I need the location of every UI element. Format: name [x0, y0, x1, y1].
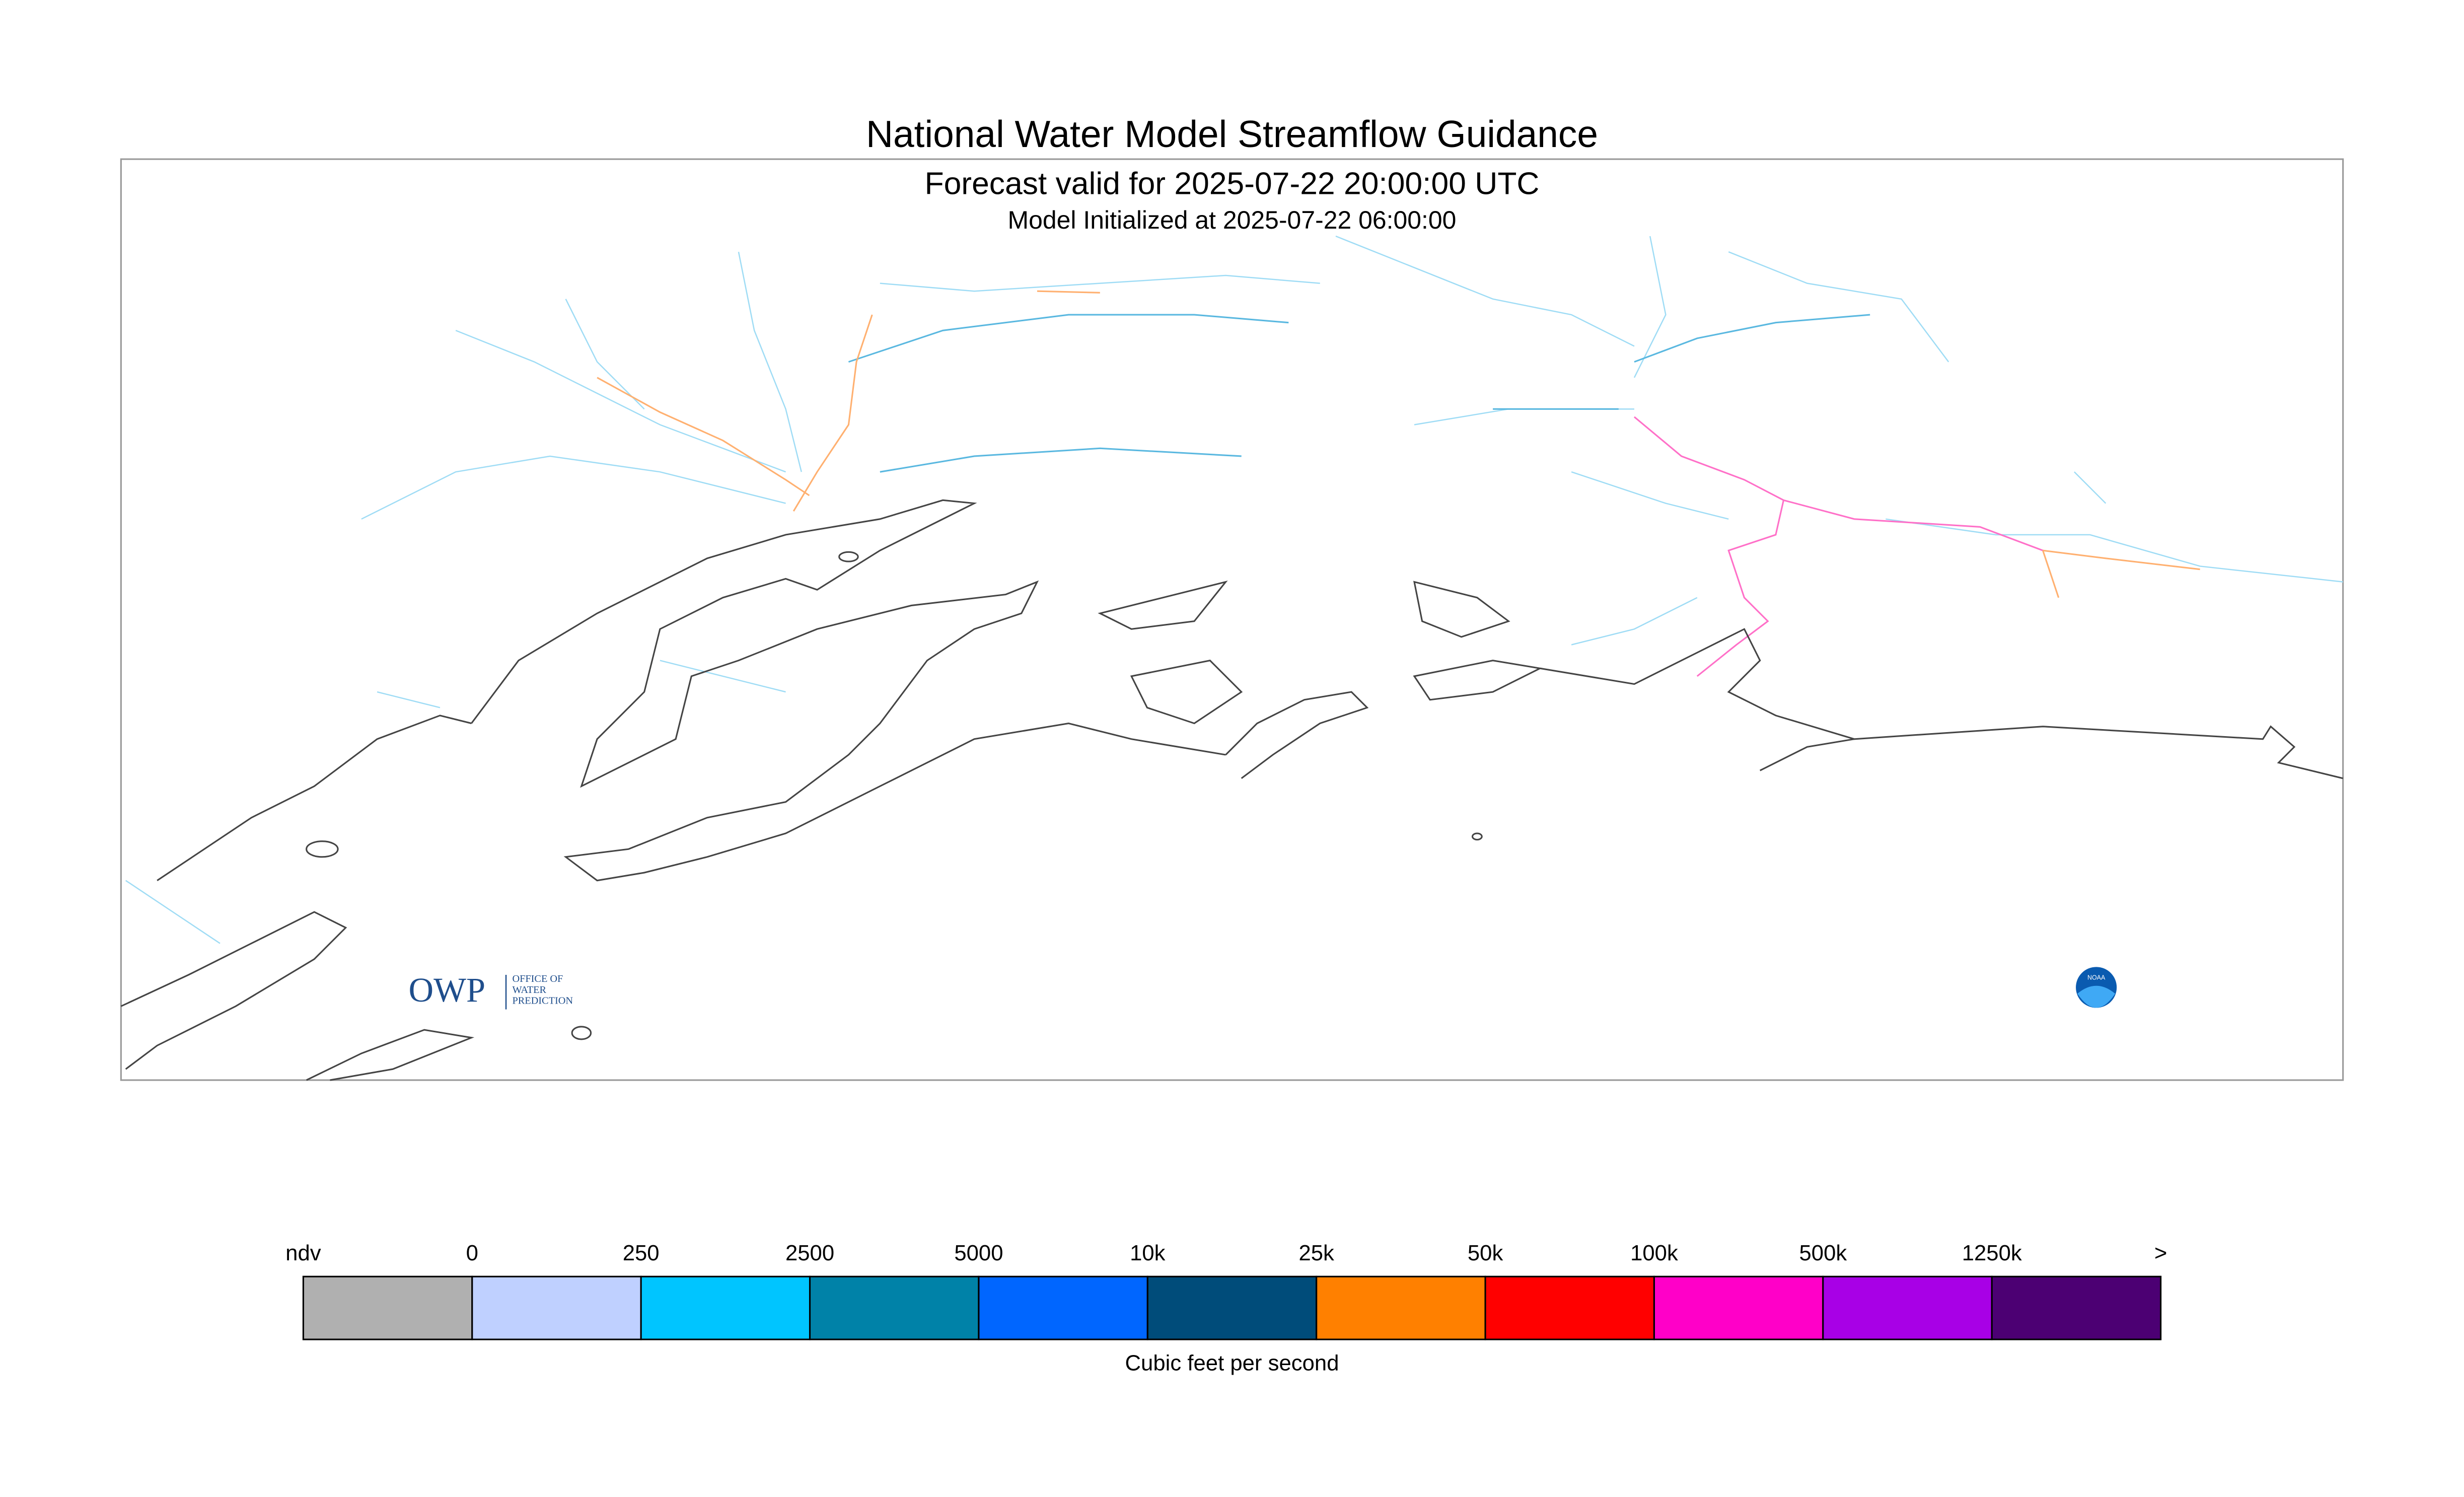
legend-swatch — [302, 1275, 473, 1340]
legend: ndv 0 250 2500 5000 10k 25k 50k 100k 500k 1250k > — [285, 1241, 2167, 1340]
noaa-text: NOAA — [2087, 974, 2106, 981]
owp-text: OFFICE OF — [513, 973, 563, 984]
owp-text: PREDICTION — [513, 995, 573, 1007]
legend-label: 100k — [1630, 1241, 1678, 1265]
legend-swatch — [978, 1275, 1148, 1340]
legend-swatch — [1316, 1275, 1486, 1340]
legend-swatch — [1653, 1275, 1824, 1340]
legend-label: 5000 — [954, 1241, 1003, 1265]
legend-swatch — [809, 1275, 980, 1340]
legend-swatch — [640, 1275, 811, 1340]
noaa-wave — [2077, 985, 2116, 1008]
legend-swatch — [471, 1275, 642, 1340]
legend-swatch — [1991, 1275, 2162, 1340]
rivers — [125, 235, 2343, 944]
coastline — [120, 499, 2344, 1081]
owp-logo: OWP OFFICE OF WATER PREDICTION — [409, 971, 573, 1010]
legend-label: 1250k — [1962, 1241, 2022, 1265]
legend-unit: Cubic feet per second — [1125, 1351, 1339, 1376]
map-title: National Water Model Streamflow Guidance — [866, 113, 1598, 155]
legend-label: 0 — [466, 1241, 478, 1265]
legend-swatch — [1484, 1275, 1655, 1340]
legend-label: 500k — [1799, 1241, 1847, 1265]
legend-label: 25k — [1298, 1241, 1334, 1265]
owp-text: WATER — [513, 984, 547, 995]
map-subtitle: Forecast valid for 2025-07-22 20:00:00 U… — [924, 166, 1539, 201]
owp-mark: OWP — [409, 971, 486, 1009]
legend-swatch — [1822, 1275, 1993, 1340]
map-frame — [120, 158, 2344, 1081]
legend-label: 2500 — [785, 1241, 834, 1265]
legend-label: 250 — [623, 1241, 660, 1265]
legend-swatch — [1146, 1275, 1318, 1340]
legend-label: 10k — [1130, 1241, 1166, 1265]
legend-label: > — [2154, 1241, 2167, 1265]
legend-label: 50k — [1468, 1241, 1503, 1265]
init-time: Model Initialized at 2025-07-22 06:00:00 — [1008, 206, 1457, 234]
legend-label: ndv — [285, 1241, 321, 1265]
noaa-logo: NOAA — [2076, 967, 2117, 1008]
